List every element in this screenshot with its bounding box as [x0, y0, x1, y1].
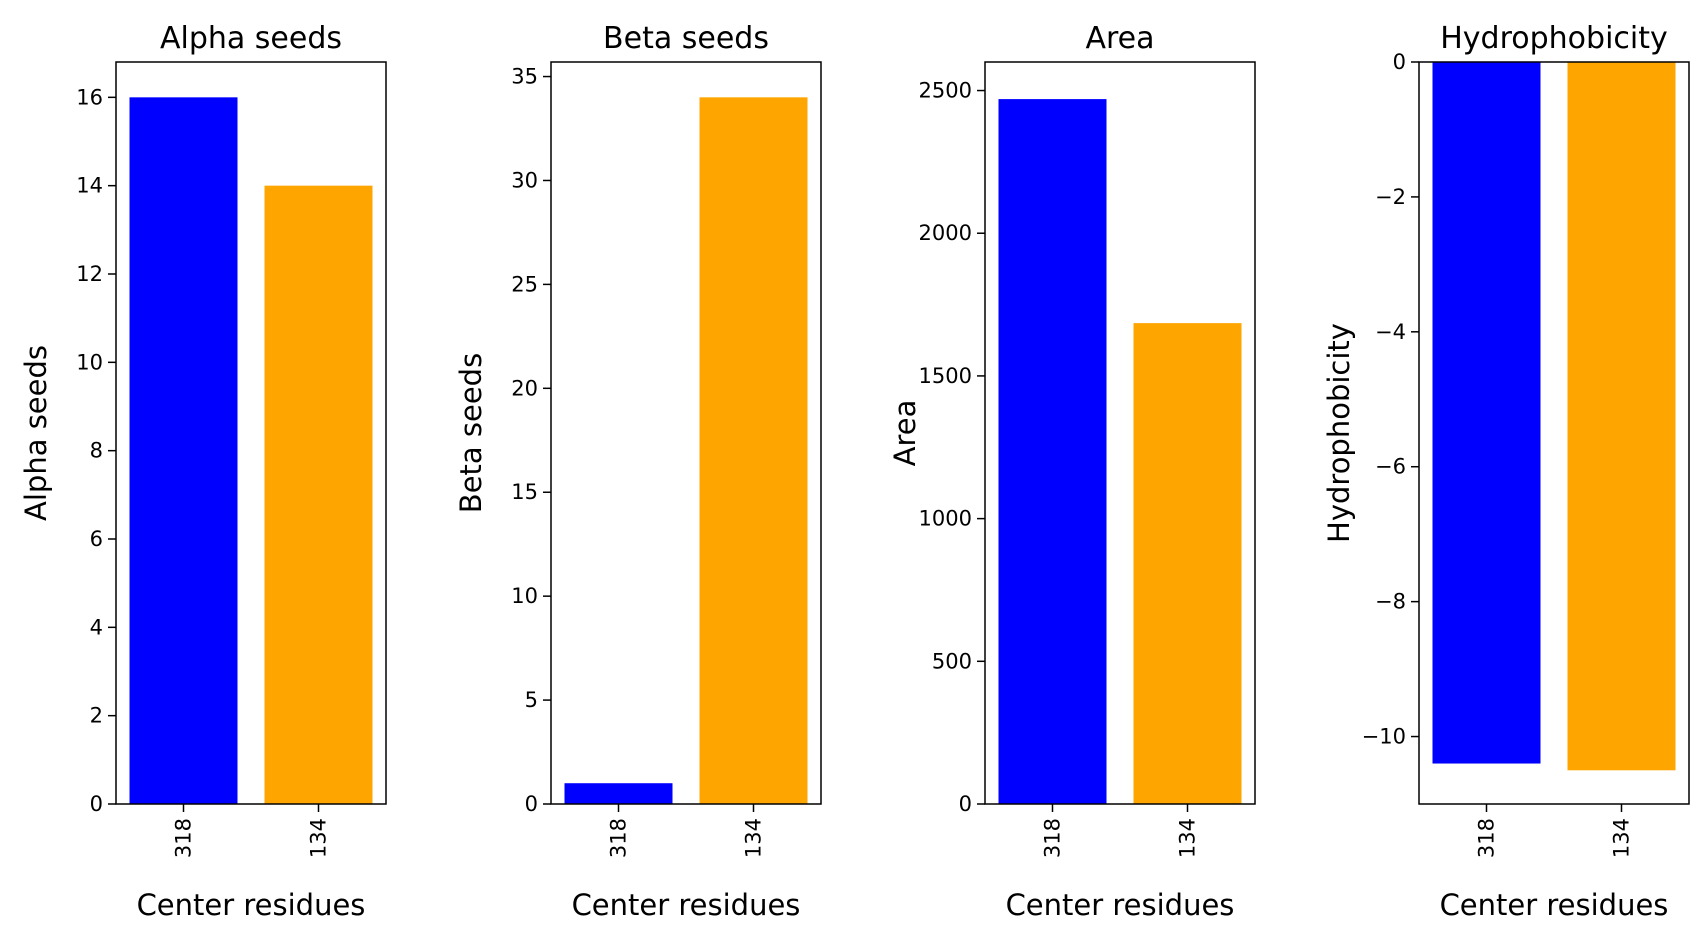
y-tick-label: 0: [90, 792, 103, 816]
y-tick-label: −8: [1375, 590, 1406, 614]
y-tick-label: −2: [1375, 185, 1406, 209]
axes-frame: [984, 61, 1256, 805]
y-tick-label: 2500: [919, 79, 972, 103]
x-tick-label: 318: [607, 818, 631, 858]
x-tick-label: 318: [1475, 818, 1499, 858]
bar-134: [1133, 323, 1242, 804]
panel-2: 318 134 0 5 10 15 20 25 30 35 Beta seeds Center res…: [454, 21, 822, 922]
x-tick-label: 134: [1610, 818, 1634, 858]
x-tick-label: 318: [172, 818, 196, 858]
bar-318: [129, 97, 238, 805]
y-tick-label: −4: [1375, 320, 1406, 344]
y-tick-label: 15: [511, 480, 538, 504]
y-tick-label: 20: [511, 376, 538, 400]
panel-4: 318 134 −10 −8 −6 −4 −2 0 Hydrophobicity Center r…: [1322, 21, 1690, 922]
y-tick-label: 0: [525, 792, 538, 816]
y-tick-label: 12: [76, 262, 103, 286]
y-tick-label: 8: [90, 439, 103, 463]
bar-134: [699, 97, 808, 805]
axes-frame: [1418, 61, 1690, 805]
y-axis-label: Beta seeds: [454, 353, 488, 513]
y-tick-label: 2: [90, 704, 103, 728]
x-axis-label: Center residues: [1006, 888, 1235, 922]
y-tick-label: 10: [76, 350, 103, 374]
axes-frame: [550, 61, 822, 805]
panel-3: 318 134 0 500 1000 1500 2000 2500 Area Center res…: [888, 21, 1256, 922]
y-tick-label: −10: [1362, 725, 1406, 749]
bar-318: [998, 99, 1107, 805]
y-tick-label: 35: [511, 65, 538, 89]
bar-134: [264, 185, 373, 804]
y-tick-label: 1500: [919, 364, 972, 388]
y-tick-label: 30: [511, 168, 538, 192]
y-tick-label: 10: [511, 584, 538, 608]
x-axis-label: Center residues: [1440, 888, 1669, 922]
y-tick-label: 1000: [919, 507, 972, 531]
y-tick-label: 16: [76, 85, 103, 109]
y-tick-label: 14: [76, 174, 103, 198]
x-axis-label: Center residues: [137, 888, 366, 922]
panel-1: 318 134 0 2 4 6 8 10 12 14 16 Alpha seeds Center res…: [19, 21, 387, 922]
y-axis-label: Hydrophobicity: [1322, 323, 1356, 543]
y-axis-label: Alpha seeds: [19, 345, 53, 521]
chart-title: Hydrophobicity: [1440, 21, 1668, 56]
y-axis-label: Area: [888, 400, 922, 467]
axes-frame: [115, 61, 387, 805]
y-tick-label: 25: [511, 272, 538, 296]
x-tick-label: 134: [307, 818, 331, 858]
bar-318: [1432, 62, 1541, 764]
bar-318: [564, 783, 673, 804]
y-tick-label: 0: [959, 792, 972, 816]
chart-title: Area: [1085, 21, 1154, 56]
y-tick-label: 2000: [919, 221, 972, 245]
y-tick-label: 0: [1393, 50, 1406, 74]
x-tick-label: 134: [1176, 818, 1200, 858]
y-tick-label: 500: [932, 649, 972, 673]
y-tick-label: 5: [525, 688, 538, 712]
y-tick-label: 6: [90, 527, 103, 551]
bar-134: [1567, 62, 1676, 771]
y-tick-label: 4: [90, 615, 103, 639]
x-axis-label: Center residues: [572, 888, 801, 922]
chart-title: Beta seeds: [603, 21, 769, 56]
x-tick-label: 134: [742, 818, 766, 858]
y-tick-label: −6: [1375, 455, 1406, 479]
x-tick-label: 318: [1041, 818, 1065, 858]
chart-title: Alpha seeds: [160, 21, 342, 56]
